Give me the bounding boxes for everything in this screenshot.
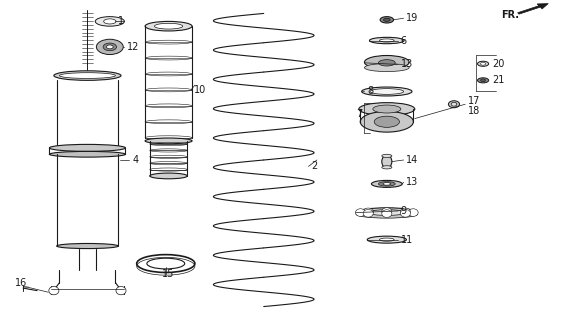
- Ellipse shape: [401, 208, 411, 216]
- Ellipse shape: [59, 73, 116, 78]
- Ellipse shape: [477, 78, 489, 83]
- Ellipse shape: [145, 138, 192, 144]
- Text: 11: 11: [401, 235, 413, 245]
- Text: 4: 4: [132, 155, 139, 165]
- Text: 12: 12: [127, 42, 139, 52]
- Ellipse shape: [147, 258, 185, 269]
- Ellipse shape: [154, 23, 183, 29]
- Ellipse shape: [451, 102, 457, 106]
- Ellipse shape: [382, 210, 392, 217]
- Ellipse shape: [383, 183, 391, 185]
- Text: 14: 14: [406, 155, 419, 165]
- Ellipse shape: [401, 210, 411, 217]
- Text: 9: 9: [401, 206, 407, 216]
- Ellipse shape: [379, 182, 395, 186]
- Ellipse shape: [380, 238, 394, 241]
- Ellipse shape: [356, 208, 417, 217]
- Ellipse shape: [150, 173, 187, 179]
- Text: 16: 16: [15, 278, 27, 288]
- Ellipse shape: [362, 87, 412, 96]
- Ellipse shape: [116, 286, 126, 295]
- Ellipse shape: [380, 39, 394, 42]
- Ellipse shape: [360, 111, 413, 132]
- Ellipse shape: [107, 45, 113, 49]
- Ellipse shape: [365, 64, 409, 72]
- Text: 18: 18: [468, 106, 480, 116]
- Ellipse shape: [380, 17, 393, 23]
- Ellipse shape: [382, 166, 392, 169]
- Text: 2: 2: [311, 161, 318, 172]
- Text: 15: 15: [162, 269, 175, 279]
- Ellipse shape: [369, 210, 405, 215]
- Ellipse shape: [54, 71, 121, 80]
- Ellipse shape: [103, 43, 117, 51]
- Text: 6: 6: [401, 36, 407, 45]
- Ellipse shape: [477, 61, 489, 66]
- Ellipse shape: [371, 180, 402, 188]
- Ellipse shape: [448, 101, 459, 108]
- Ellipse shape: [363, 210, 373, 217]
- FancyArrow shape: [518, 4, 548, 14]
- Ellipse shape: [382, 155, 392, 168]
- Text: FR.: FR.: [502, 10, 519, 20]
- Text: 17: 17: [468, 96, 480, 106]
- Ellipse shape: [49, 144, 126, 151]
- Text: 7: 7: [356, 109, 362, 119]
- Ellipse shape: [356, 210, 417, 218]
- Ellipse shape: [373, 105, 401, 113]
- Text: 20: 20: [492, 59, 504, 69]
- Ellipse shape: [49, 151, 126, 157]
- Ellipse shape: [365, 55, 409, 69]
- Ellipse shape: [481, 79, 486, 82]
- Ellipse shape: [367, 236, 406, 243]
- Ellipse shape: [359, 103, 415, 116]
- Ellipse shape: [145, 21, 192, 31]
- Ellipse shape: [370, 89, 403, 94]
- Ellipse shape: [356, 209, 366, 216]
- Text: 1: 1: [118, 16, 125, 27]
- Ellipse shape: [382, 154, 392, 157]
- Text: 19: 19: [406, 13, 419, 23]
- Ellipse shape: [379, 60, 395, 66]
- Ellipse shape: [96, 39, 123, 54]
- Text: 13: 13: [406, 177, 419, 187]
- Ellipse shape: [95, 17, 125, 26]
- Ellipse shape: [370, 37, 404, 44]
- Ellipse shape: [57, 244, 118, 249]
- Ellipse shape: [363, 208, 373, 216]
- Ellipse shape: [374, 116, 399, 127]
- Ellipse shape: [49, 286, 59, 295]
- Ellipse shape: [481, 62, 486, 65]
- Ellipse shape: [104, 19, 116, 24]
- Text: 10: 10: [194, 85, 206, 95]
- Ellipse shape: [384, 18, 390, 21]
- Text: 8: 8: [367, 86, 374, 97]
- Ellipse shape: [382, 208, 392, 215]
- Text: 13: 13: [401, 60, 413, 69]
- Text: 21: 21: [492, 75, 504, 85]
- Ellipse shape: [408, 209, 418, 216]
